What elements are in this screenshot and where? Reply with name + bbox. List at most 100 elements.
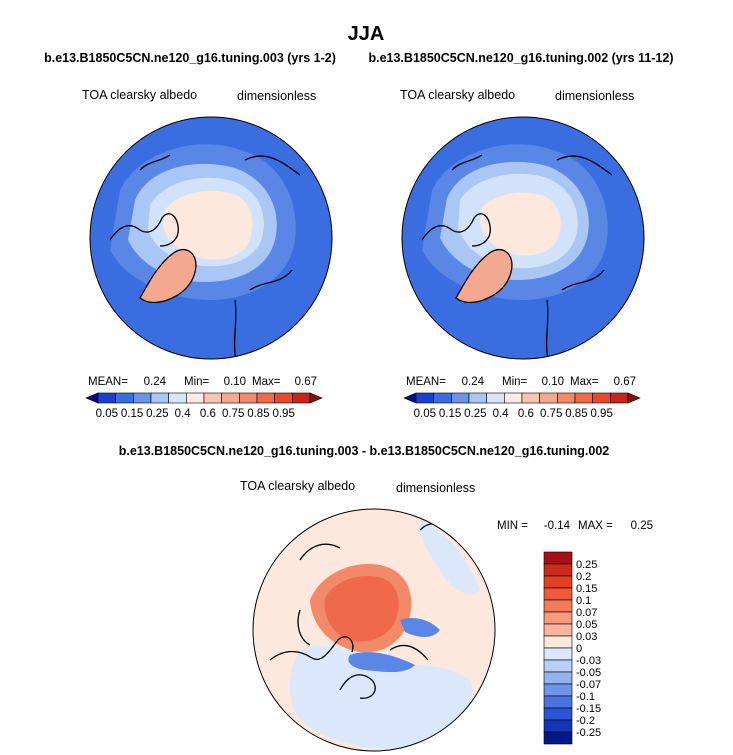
units-label: dimensionless [237,89,316,103]
stats-row: MEAN= 0.24 Min= 0.10 Max= 0.67 [406,376,636,388]
colorbar-cell [543,719,573,733]
mean-value: 0.24 [144,376,167,388]
stats-row: MIN = -0.14 MAX = 0.25 [497,520,653,532]
colorbar: 0.05 0.15 0.25 0.4 0.6 0.75 0.85 0.95 [85,392,323,420]
colorbar-tick-label: -0.03 [576,655,601,667]
colorbar-tick-label: 0.2 [576,571,591,583]
colorbar-tick-label: 0 [576,643,582,655]
colorbar-cell [543,647,573,661]
min-label: Min= [184,376,210,388]
colorbar-cell [115,392,134,404]
colorbar-tick-label: 0.6 [518,408,534,420]
colorbar-cell [543,671,573,685]
max-label: MAX = [578,520,613,532]
colorbar-tick-label: 0.95 [590,408,612,420]
colorbar-cell [292,392,311,404]
ice-field [480,192,561,256]
colorbar-tick-label: 0.75 [222,408,244,420]
max-value: 0.67 [614,376,636,388]
colorbar-cell [221,392,240,404]
figure-title: JJA [348,23,385,45]
colorbar-tick-label: -0.05 [576,667,601,679]
colorbar: 0.250.20.150.10.070.050.030-0.03-0.05-0.… [543,551,601,745]
greenland-field [455,249,513,304]
strong-positive-field [324,576,399,642]
min-value: 0.10 [224,376,246,388]
coastline [421,154,613,359]
mean-value: 0.24 [462,376,485,388]
variable-label: TOA clearsky albedo [240,479,355,493]
colorbar-tick-label: 0.05 [414,408,436,420]
colorbar-cell [543,731,573,745]
colorbar-cell [539,392,558,404]
panel-difference: TOA clearsky albedo dimensionless MIN = … [240,479,653,752]
min-value: -0.14 [544,520,571,532]
diff-title: b.e13.B1850C5CN.ne120_g16.tuning.003 - b… [119,444,610,458]
colorbar-cell [557,392,576,404]
colorbar-cell [486,392,505,404]
colorbar-cell [239,392,258,404]
colorbar-tick-label: 0.85 [247,408,269,420]
colorbar-cell [574,392,593,404]
colorbar-cell [85,392,99,404]
colorbar-cell [543,695,573,709]
colorbar-cell [433,392,452,404]
variable-label: TOA clearsky albedo [82,88,197,102]
colorbar-cell [468,392,487,404]
min-label: MIN = [497,520,528,532]
colorbar-tick-label: 0.95 [272,408,294,420]
panel-left: TOA clearsky albedo dimensionless MEAN= … [82,88,333,420]
colorbar-tick-label: 0.15 [439,408,461,420]
colorbar-tick-label: 0.15 [576,583,597,595]
colorbar-tick-label: -0.2 [576,715,595,727]
colorbar-cell [610,392,629,404]
colorbar: 0.05 0.15 0.25 0.4 0.6 0.75 0.85 0.95 [403,392,641,420]
colorbar-tick-label: 0.05 [576,619,597,631]
colorbar-cell [543,683,573,697]
panel-right-title: b.e13.B1850C5CN.ne120_g16.tuning.002 (yr… [368,51,673,65]
colorbar-tick-label: 0.25 [146,408,168,420]
colorbar-cell [97,392,116,404]
max-value: 0.67 [295,376,317,388]
colorbar-cell [543,659,573,673]
colorbar-cell [186,392,205,404]
colorbar-cell [451,392,470,404]
colorbar-tick-label: 0.25 [576,559,597,571]
colorbar-tick-label: 0.6 [200,408,216,420]
map-border [401,116,645,360]
variable-label: TOA clearsky albedo [400,88,515,102]
colorbar-cell [504,392,523,404]
colorbar-cell [627,392,641,404]
colorbar-cell [150,392,169,404]
mean-label: MEAN= [406,376,446,388]
coastline [109,154,301,359]
colorbar-tick-label: 0.05 [96,408,118,420]
colorbar-tick-label: 0.03 [576,631,597,643]
max-label: Max= [570,376,599,388]
colorbar-cell [543,707,573,721]
colorbar-cell [256,392,275,404]
colorbar-tick-label: 0.4 [175,408,192,420]
colorbar-tick-label: 0.1 [576,595,591,607]
colorbar-tick-label: 0.4 [493,408,510,420]
colorbar-cell [309,392,323,404]
colorbar-cell [543,575,573,589]
max-label: Max= [252,376,281,388]
colorbar-cell [543,551,573,565]
panel-right: TOA clearsky albedo dimensionless MEAN= … [400,88,645,420]
colorbar-tick-label: -0.1 [576,691,595,703]
colorbar-tick-label: 0.85 [565,408,587,420]
stats-row: MEAN= 0.24 Min= 0.10 Max= 0.67 [88,376,317,388]
colorbar-cell [543,587,573,601]
pale-blue-field-2 [419,520,480,594]
colorbar-cell [543,563,573,577]
colorbar-tick-label: -0.25 [576,727,601,739]
coastline [269,523,456,699]
min-label: Min= [502,376,528,388]
colorbar-cell [543,611,573,625]
colorbar-tick-label: -0.15 [576,703,601,715]
map-border [89,116,333,360]
colorbar-cell [133,392,152,404]
colorbar-cell [403,392,417,404]
